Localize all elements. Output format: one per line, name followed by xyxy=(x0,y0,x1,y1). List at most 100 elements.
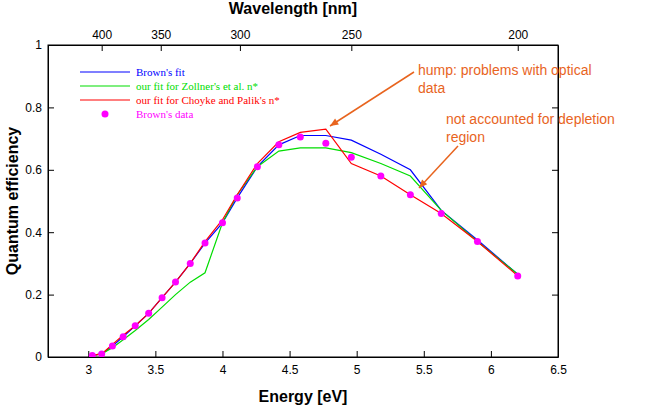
legend-item: Brown's data xyxy=(102,108,194,120)
tick: 3.5 xyxy=(148,351,165,377)
annotation-text: region xyxy=(446,129,485,145)
tick: 5.5 xyxy=(416,351,433,377)
data-point xyxy=(322,140,329,147)
data-point xyxy=(377,173,384,180)
annotation-text: not accounted for depletion xyxy=(446,111,615,127)
tick-mark xyxy=(48,170,54,171)
tick-mark xyxy=(518,45,519,51)
tick-mark xyxy=(552,232,558,233)
legend-swatch xyxy=(102,111,109,118)
tick-label: 350 xyxy=(151,28,171,42)
data-point xyxy=(172,279,179,286)
legend-label: our fit for Zollner's et al. n* xyxy=(136,80,258,92)
tick-mark xyxy=(161,45,162,51)
tick-mark xyxy=(552,107,558,108)
legend-item: our fit for Zollner's et al. n* xyxy=(80,80,258,92)
tick-label: 0.8 xyxy=(25,101,42,115)
data-point xyxy=(254,163,261,170)
series-line xyxy=(92,129,517,355)
legend-swatch xyxy=(80,85,130,86)
chart: 33.544.555.566.540035030025020000.20.40.… xyxy=(0,0,671,408)
annotation-text: hump: problems with optical xyxy=(418,62,592,78)
data-point xyxy=(98,350,105,357)
data-point xyxy=(297,134,304,141)
tick-label: 400 xyxy=(92,28,112,42)
tick-label: 3 xyxy=(85,363,92,377)
tick: 4.5 xyxy=(282,351,299,377)
tick-label: 0.6 xyxy=(25,163,42,177)
data-point xyxy=(438,210,445,217)
tick-mark xyxy=(290,351,291,357)
tick xyxy=(552,232,558,233)
plot-area xyxy=(89,129,521,357)
tick-label: 6 xyxy=(488,363,495,377)
annotation-text: data xyxy=(418,80,445,96)
tick-mark xyxy=(102,45,103,51)
data-point xyxy=(348,154,355,161)
tick-mark xyxy=(552,295,558,296)
tick: 0.4 xyxy=(25,226,54,240)
tick-mark xyxy=(552,357,558,358)
annotation-arrow xyxy=(330,72,414,126)
tick: 250 xyxy=(342,28,362,51)
tick xyxy=(552,45,558,46)
tick: 4 xyxy=(220,351,227,377)
data-point xyxy=(202,240,209,247)
legend: Brown's fit our fit for Zollner's et al. … xyxy=(80,66,280,120)
tick: 350 xyxy=(151,28,171,51)
tick: 300 xyxy=(230,28,250,51)
legend-item: Brown's fit xyxy=(80,66,185,78)
y-axis: 0 0.2 0.4 0.6 0.8 1 xyxy=(25,38,54,364)
annotation-arrow xyxy=(419,146,458,188)
data-point xyxy=(132,322,139,329)
data-point xyxy=(109,343,116,350)
tick-mark xyxy=(48,45,54,46)
tick-mark xyxy=(155,351,156,357)
tick: 0.2 xyxy=(25,288,54,302)
legend-label: Brown's fit xyxy=(136,66,185,78)
x2-axis: 400350300250200 xyxy=(49,28,559,51)
x-axis: 3 3.5 4 4.5 5 5.5 6 6.5 xyxy=(49,351,568,377)
axis-line xyxy=(49,357,559,358)
data-point xyxy=(474,238,481,245)
tick-mark xyxy=(48,107,54,108)
y-axis-mirror xyxy=(552,46,559,358)
tick: 0.6 xyxy=(25,163,54,177)
tick xyxy=(552,107,558,108)
axis-line xyxy=(48,46,49,358)
series-line xyxy=(92,135,517,355)
tick-label: 0 xyxy=(35,350,42,364)
tick-label: 300 xyxy=(230,28,250,42)
tick xyxy=(552,170,558,171)
annotation: not accounted for depletion region xyxy=(419,111,615,188)
data-point xyxy=(219,219,226,226)
tick: 400 xyxy=(92,28,112,51)
tick: 0 xyxy=(35,350,54,364)
tick-label: 0.2 xyxy=(25,288,42,302)
data-point xyxy=(407,191,414,198)
data-point xyxy=(89,352,96,357)
tick-mark xyxy=(552,170,558,171)
data-point xyxy=(187,260,194,267)
tick xyxy=(552,357,558,358)
tick-mark xyxy=(48,295,54,296)
tick: 5 xyxy=(354,351,361,377)
x2-axis-title: Wavelength [nm] xyxy=(229,0,357,17)
data-point xyxy=(120,333,127,340)
annotation-arrowhead xyxy=(330,119,339,126)
legend-swatch xyxy=(80,71,130,72)
x-axis-title: Energy [eV] xyxy=(259,388,348,405)
tick-label: 250 xyxy=(342,28,362,42)
tick-mark xyxy=(48,357,54,358)
tick-label: 1 xyxy=(35,38,42,52)
tick-mark xyxy=(552,45,558,46)
tick-mark xyxy=(48,232,54,233)
tick xyxy=(552,295,558,296)
tick-mark xyxy=(222,351,223,357)
y-axis-title: Quantum efficiency xyxy=(4,127,21,276)
tick-label: 5.5 xyxy=(416,363,433,377)
tick-label: 6.5 xyxy=(550,363,567,377)
annotation-arrowhead xyxy=(419,180,427,188)
data-point xyxy=(145,310,152,317)
tick: 6 xyxy=(488,351,495,377)
